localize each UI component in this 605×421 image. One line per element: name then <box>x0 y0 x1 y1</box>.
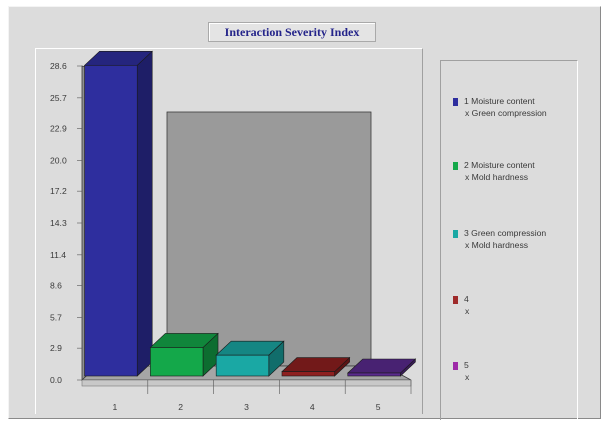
legend-label-line1: 5 <box>464 360 469 370</box>
y-tick-label: 11.4 <box>50 250 66 260</box>
bar <box>84 64 138 377</box>
legend-label: 4 x <box>464 293 469 317</box>
bar <box>281 371 335 377</box>
legend-item: 1 Moisture content x Green compression <box>441 95 577 125</box>
legend-swatch <box>453 362 458 370</box>
legend-label-line2: x Mold hardness <box>465 240 529 250</box>
y-tick-label: 28.6 <box>50 61 67 71</box>
y-tick-label: 17.2 <box>50 186 67 196</box>
y-tick-label: 8.6 <box>50 281 62 291</box>
chart-back-wall <box>166 111 372 367</box>
bar <box>150 347 204 377</box>
legend-label-line1: 2 Moisture content <box>464 160 535 170</box>
legend-label: 3 Green compression x Mold hardness <box>464 227 546 251</box>
bar <box>215 354 270 377</box>
legend-label-line2: x <box>465 306 470 316</box>
y-tick-label: 0.0 <box>50 375 62 385</box>
legend-swatch <box>453 296 458 304</box>
legend-swatch <box>453 230 458 238</box>
legend-label: 5 x <box>464 359 469 383</box>
legend-swatch <box>453 98 458 106</box>
x-tick-label: 5 <box>376 402 381 412</box>
legend-label: 2 Moisture content x Mold hardness <box>464 159 535 183</box>
x-axis-strip <box>81 379 412 387</box>
y-tick-label: 2.9 <box>50 343 62 353</box>
bar <box>347 372 401 377</box>
x-tick-label: 1 <box>113 402 118 412</box>
legend-panel: 1 Moisture content x Green compression 2… <box>440 60 578 420</box>
legend-label-line1: 1 Moisture content <box>464 96 535 106</box>
y-tick-label: 5.7 <box>50 312 62 322</box>
x-tick-label: 4 <box>310 402 315 412</box>
legend-label-line1: 3 Green compression <box>464 228 547 238</box>
legend-swatch <box>453 162 458 170</box>
legend-label-line2: x Green compression <box>465 108 547 118</box>
legend-item: 3 Green compression x Mold hardness <box>441 227 577 257</box>
legend-label-line1: 4 <box>464 294 469 304</box>
y-tick-label: 20.0 <box>50 155 67 165</box>
chart-panel <box>35 48 423 414</box>
y-tick-label: 22.9 <box>50 124 67 134</box>
legend-item: 2 Moisture content x Mold hardness <box>441 159 577 189</box>
legend-item: 5 x <box>441 359 577 389</box>
y-tick-label: 25.7 <box>50 93 67 103</box>
y-tick-label: 14.3 <box>50 218 67 228</box>
legend-item: 4 x <box>441 293 577 323</box>
x-tick-label: 2 <box>178 402 183 412</box>
bar-side <box>136 50 153 377</box>
legend-label: 1 Moisture content x Green compression <box>464 95 547 119</box>
chart-title: Interaction Severity Index <box>208 22 376 42</box>
legend-label-line2: x Mold hardness <box>465 172 529 182</box>
x-tick-label: 3 <box>244 402 249 412</box>
legend-label-line2: x <box>465 372 470 382</box>
